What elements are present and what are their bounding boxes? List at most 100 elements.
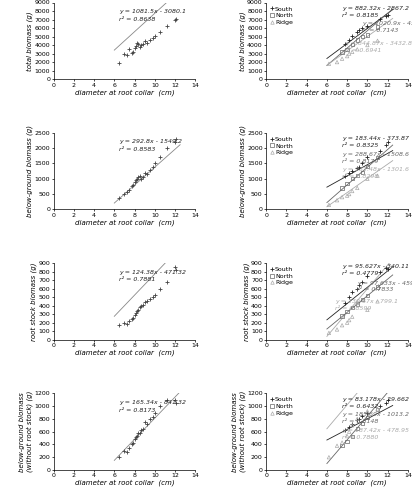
Text: r² = 0.7833: r² = 0.7833 (357, 288, 393, 292)
Point (116, 453, 123, 461)
Point (137, 175, 144, 183)
Point (141, 418, 148, 426)
Legend: South, North, Ridge: South, North, Ridge (269, 6, 294, 25)
Point (344, 432, 351, 440)
Point (146, 36, 153, 44)
Point (364, 175, 371, 183)
Point (141, 298, 148, 306)
Point (121, 50, 128, 58)
Point (354, 46, 360, 54)
Text: y = 124.38x - 471.32: y = 124.38x - 471.32 (119, 270, 186, 275)
Point (126, 46, 133, 54)
Point (150, 34, 156, 42)
Point (131, 311, 138, 319)
Text: r² = 0.7880: r² = 0.7880 (342, 434, 379, 440)
Text: r² = 0.8173: r² = 0.8173 (119, 408, 156, 412)
Point (152, 160, 158, 168)
Point (173, 14, 179, 22)
Point (344, 192, 351, 200)
Point (354, 184, 360, 192)
Point (134, 40, 141, 48)
Point (354, 299, 360, 307)
Text: r² = 0.8325: r² = 0.8325 (342, 144, 379, 148)
Point (133, 307, 140, 315)
Point (334, 196, 340, 204)
Point (384, 396, 391, 404)
Point (382, 399, 389, 407)
Point (374, 23, 381, 31)
Point (344, 52, 351, 60)
Point (157, 154, 163, 162)
Point (325, 329, 332, 337)
Point (121, 190, 128, 198)
Point (374, 37, 381, 45)
Point (349, 312, 356, 320)
Legend: South, North, Ridge: South, North, Ridge (269, 266, 294, 286)
Point (346, 168, 352, 176)
Point (139, 301, 146, 309)
Text: r² = 0.8148: r² = 0.8148 (342, 419, 379, 424)
Point (346, 316, 352, 324)
Point (356, 281, 363, 289)
Point (349, 32, 356, 40)
Point (137, 302, 144, 310)
Point (136, 304, 143, 312)
Point (121, 318, 128, 326)
X-axis label: diameter at root collar  (cm): diameter at root collar (cm) (287, 350, 387, 356)
Text: r² = 0.4779: r² = 0.4779 (342, 272, 379, 276)
Text: r² = 0.8179: r² = 0.8179 (342, 158, 379, 164)
Point (342, 40, 349, 48)
Point (128, 440, 135, 448)
Point (382, 141, 389, 149)
Point (157, 284, 163, 292)
Point (139, 173, 146, 181)
Point (157, 28, 163, 36)
Point (359, 160, 365, 168)
Text: r² = 0.8185: r² = 0.8185 (342, 13, 379, 18)
Point (150, 162, 156, 170)
Text: y = 1081.5x - 3080.1: y = 1081.5x - 3080.1 (119, 9, 186, 14)
Point (173, 399, 179, 407)
Point (339, 312, 345, 320)
Point (374, 154, 381, 162)
Point (132, 310, 139, 318)
Point (344, 318, 351, 326)
Point (141, 37, 148, 45)
Point (359, 168, 365, 176)
Point (164, 22, 170, 30)
Point (128, 48, 135, 56)
Text: r² = 0.8638: r² = 0.8638 (119, 17, 156, 22)
X-axis label: diameter at root collar  (cm): diameter at root collar (cm) (75, 480, 174, 486)
Point (342, 426, 349, 434)
Point (339, 321, 345, 329)
Point (364, 408, 371, 416)
Point (382, 12, 389, 20)
Point (116, 59, 123, 67)
Point (124, 448, 131, 456)
Point (150, 293, 156, 301)
Point (359, 278, 365, 286)
Point (339, 193, 345, 201)
Point (152, 408, 158, 416)
Point (172, 16, 178, 24)
Point (334, 58, 340, 66)
Point (342, 299, 349, 307)
Point (129, 314, 136, 322)
Point (354, 415, 360, 423)
Point (384, 12, 391, 20)
Point (131, 178, 138, 186)
Text: r² = 0.8298: r² = 0.8298 (342, 174, 379, 179)
Y-axis label: total biomass (g): total biomass (g) (26, 11, 33, 70)
Point (344, 438, 351, 446)
Point (349, 304, 356, 312)
Point (356, 162, 363, 170)
Point (374, 283, 381, 291)
Point (121, 447, 128, 455)
Point (334, 442, 340, 450)
Point (356, 26, 363, 34)
Text: y = 292.8x - 1549.2: y = 292.8x - 1549.2 (119, 140, 183, 144)
Point (354, 284, 360, 292)
Point (128, 316, 135, 324)
Legend: South, North, Ridge: South, North, Ridge (269, 396, 294, 416)
Point (143, 296, 150, 304)
